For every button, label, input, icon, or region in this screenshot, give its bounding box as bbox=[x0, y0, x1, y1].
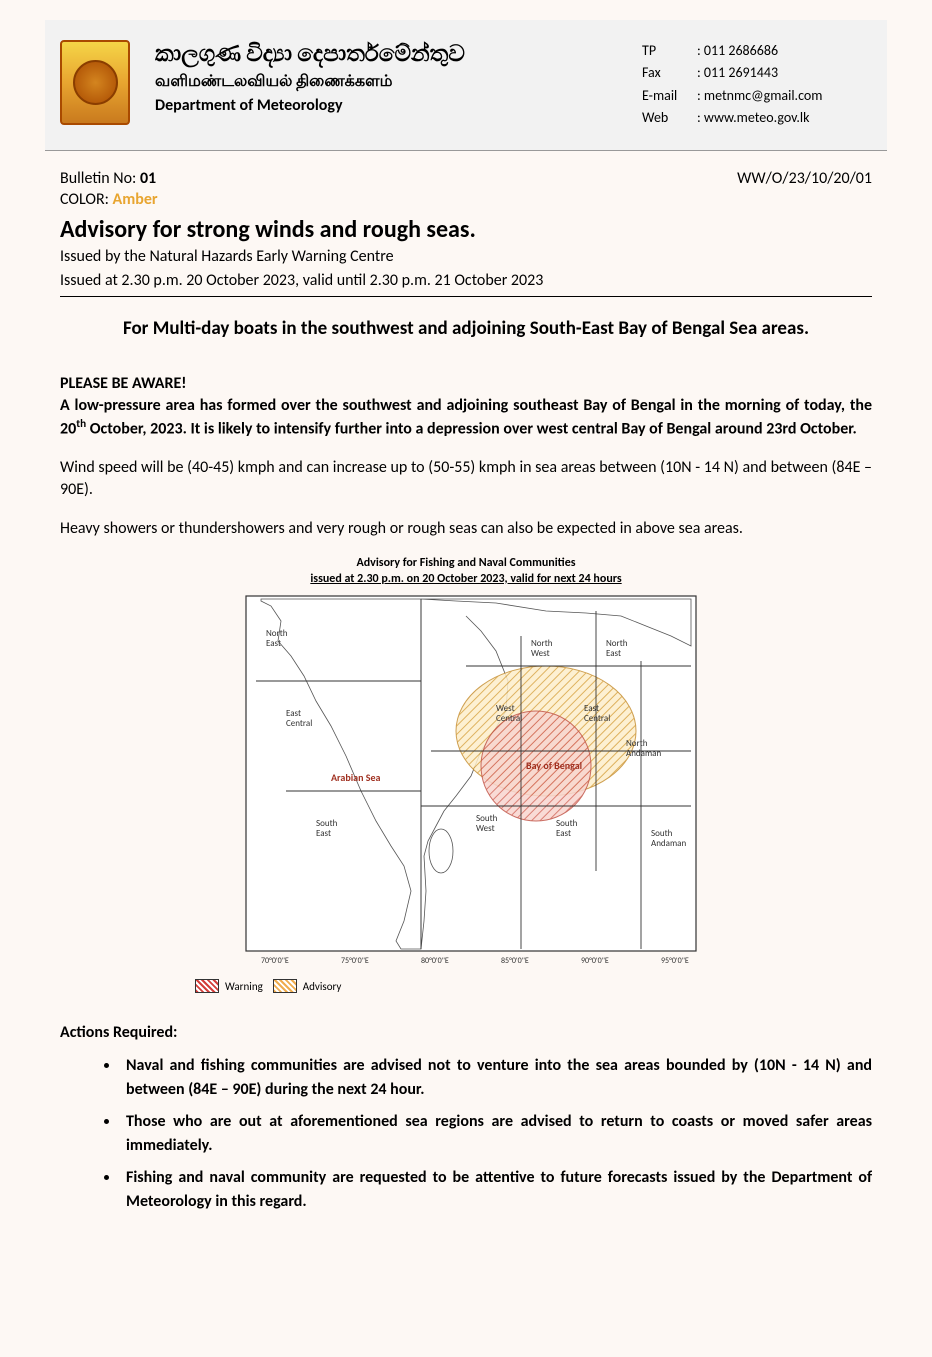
action-item: Fishing and naval community are requeste… bbox=[120, 1166, 872, 1214]
color-row: COLOR: Amber bbox=[60, 190, 872, 209]
color-value: Amber bbox=[113, 190, 158, 209]
web-value: : www.meteo.gov.lk bbox=[697, 107, 809, 129]
svg-text:East: East bbox=[606, 648, 621, 659]
divider bbox=[60, 296, 872, 297]
advisory-title: Advisory for strong winds and rough seas… bbox=[60, 215, 872, 244]
svg-text:East: East bbox=[316, 828, 331, 839]
tp-label: TP bbox=[642, 40, 697, 62]
contact-block: TP : 011 2686686 Fax : 011 2691443 E-mai… bbox=[642, 40, 872, 130]
warning-swatch bbox=[195, 979, 219, 993]
emblem-icon bbox=[73, 60, 118, 105]
svg-text:East: East bbox=[556, 828, 571, 839]
map-title-1: Advisory for Fishing and Naval Communiti… bbox=[60, 556, 872, 572]
para-showers: Heavy showers or thundershowers and very… bbox=[60, 518, 872, 540]
map-container: Advisory for Fishing and Naval Communiti… bbox=[60, 556, 872, 993]
fax-value: : 011 2691443 bbox=[697, 62, 778, 84]
advisory-map: Arabian Sea Bay of Bengal NorthEast East… bbox=[226, 591, 706, 971]
svg-text:East: East bbox=[266, 638, 281, 649]
bulletin-no-value: 01 bbox=[140, 169, 156, 188]
arabian-sea-label: Arabian Sea bbox=[331, 771, 380, 784]
email-label: E-mail bbox=[642, 85, 697, 107]
sinhala-title: කාලගුණ විද්‍යා දෙපාර්තමේන්තුව bbox=[155, 40, 642, 68]
legend-advisory: Advisory bbox=[303, 980, 342, 993]
action-item: Those who are out at aforementioned sea … bbox=[120, 1110, 872, 1158]
actions-list: Naval and fishing communities are advise… bbox=[60, 1054, 872, 1214]
web-label: Web bbox=[642, 107, 697, 129]
svg-text:Andaman: Andaman bbox=[651, 838, 686, 849]
svg-text:75°0'0"E: 75°0'0"E bbox=[341, 956, 369, 966]
color-label: COLOR: bbox=[60, 190, 113, 209]
issued-by: Issued by the Natural Hazards Early Warn… bbox=[60, 246, 872, 268]
gov-emblem-logo bbox=[60, 40, 130, 125]
svg-text:Bay of Bengal: Bay of Bengal bbox=[526, 759, 582, 772]
issued-at: Issued at 2.30 p.m. 20 October 2023, val… bbox=[60, 270, 872, 292]
bulletin-no-label: Bulletin No: bbox=[60, 169, 140, 188]
svg-text:70°0'0"E: 70°0'0"E bbox=[261, 956, 289, 966]
bulletin-bar: Bulletin No: 01 WW/O/23/10/20/01 bbox=[60, 169, 872, 188]
svg-text:Central: Central bbox=[496, 713, 522, 724]
map-legend: Warning Advisory bbox=[60, 979, 872, 993]
english-title: Department of Meteorology bbox=[155, 96, 642, 115]
tamil-title: வளிமண்டலவியல் திணைக்களம் bbox=[155, 72, 642, 92]
advisory-swatch bbox=[273, 979, 297, 993]
svg-text:West: West bbox=[531, 648, 550, 659]
tp-value: : 011 2686686 bbox=[697, 40, 778, 62]
legend-warning: Warning bbox=[225, 980, 263, 993]
svg-text:Central: Central bbox=[584, 713, 610, 724]
svg-text:90°0'0"E: 90°0'0"E bbox=[581, 956, 609, 966]
aware-heading: PLEASE BE AWARE! bbox=[60, 374, 872, 393]
bulletin-ref: WW/O/23/10/20/01 bbox=[737, 169, 872, 188]
email-value: : metnmc@gmail.com bbox=[697, 85, 822, 107]
svg-text:West: West bbox=[476, 823, 495, 834]
para-wind: Wind speed will be (40-45) kmph and can … bbox=[60, 457, 872, 502]
document-header: කාලගුණ විද්‍යා දෙපාර්තමේන්තුව வளிமண்டலவி… bbox=[45, 20, 887, 151]
svg-text:95°0'0"E: 95°0'0"E bbox=[661, 956, 689, 966]
area-heading: For Multi-day boats in the southwest and… bbox=[60, 315, 872, 344]
actions-heading: Actions Required: bbox=[60, 1023, 872, 1042]
dept-titles: කාලගුණ විද්‍යා දෙපාර්තමේන්තුව வளிமண்டலவி… bbox=[155, 40, 642, 115]
svg-text:85°0'0"E: 85°0'0"E bbox=[501, 956, 529, 966]
fax-label: Fax bbox=[642, 62, 697, 84]
svg-text:80°0'0"E: 80°0'0"E bbox=[421, 956, 449, 966]
action-item: Naval and fishing communities are advise… bbox=[120, 1054, 872, 1102]
aware-body: A low-pressure area has formed over the … bbox=[60, 395, 872, 441]
map-title-2: issued at 2.30 p.m. on 20 October 2023, … bbox=[60, 572, 872, 588]
svg-text:Central: Central bbox=[286, 718, 312, 729]
svg-text:Andaman: Andaman bbox=[626, 748, 661, 759]
